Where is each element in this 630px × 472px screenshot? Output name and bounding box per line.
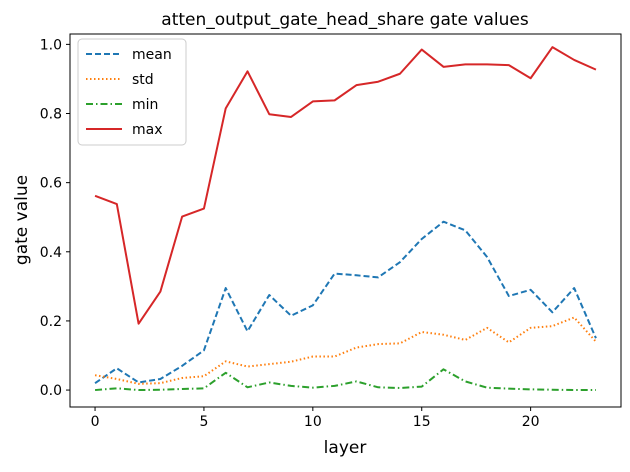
legend-label-std: std [132,72,154,88]
legend-label-min: min [132,97,158,113]
series-line-mean [94,220,597,384]
legend: mean std min max [77,38,187,146]
series-line-max [94,46,597,325]
x-tick-label: 5 [199,414,208,430]
y-tick-label: 1.0 [40,37,62,53]
y-tick-label: 0.8 [40,107,62,123]
x-axis: 0 5 10 15 20 [91,407,540,430]
y-axis-label: gate value [12,175,32,265]
y-tick-label: 0.4 [40,245,62,261]
series-line-min [94,368,596,392]
y-tick-label: 0.2 [40,314,62,330]
y-tick-label: 0.6 [40,176,62,192]
plot-frame [69,33,622,408]
series-line-std [94,316,597,385]
y-tick-label: 0.0 [40,383,62,399]
x-tick-label: 10 [304,414,322,430]
x-axis-label: layer [324,438,367,458]
y-axis: 0.0 0.2 0.4 0.6 0.8 1.0 [40,37,70,399]
x-tick-label: 15 [413,414,431,430]
plot-area [94,46,597,392]
legend-box [77,38,187,146]
chart-title: atten_output_gate_head_share gate values [161,10,529,30]
legend-label-max: max [132,122,163,138]
x-tick-label: 20 [522,414,540,430]
legend-label-mean: mean [132,47,172,63]
x-tick-label: 0 [91,414,100,430]
